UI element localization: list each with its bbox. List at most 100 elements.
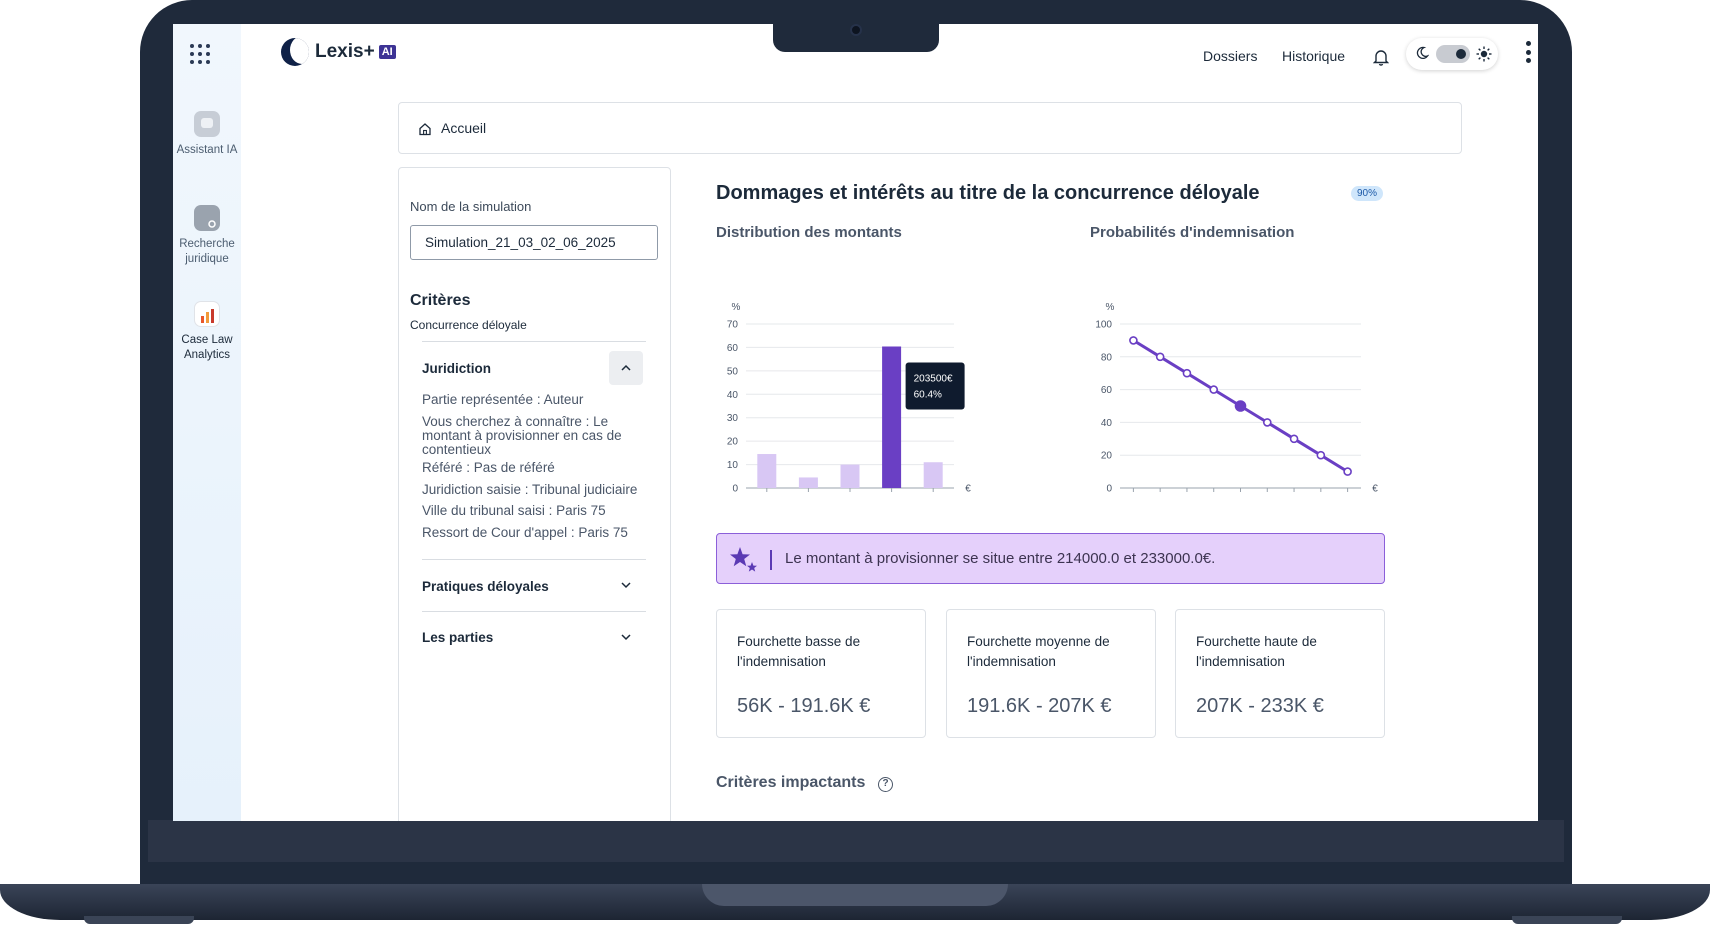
data-point <box>1182 368 1192 378</box>
impact-criteria-title: Critères impactants <box>716 774 866 791</box>
accordion-juridiction-title[interactable]: Juridiction <box>422 361 492 376</box>
breadcrumb-home[interactable]: Accueil <box>441 120 487 136</box>
x-tick-label: 258 000 <box>911 495 940 496</box>
sidebar-item-assistant[interactable]: Assistant IA <box>173 111 241 158</box>
criterion-juridiction: Juridiction saisie : Tribunal judiciaire <box>422 482 638 497</box>
x-tick-label: 180 000 <box>1165 495 1194 496</box>
chevron-up-icon <box>621 364 631 371</box>
logo-text: Lexis+ <box>315 41 375 62</box>
confidence-badge: 90% <box>1351 186 1384 201</box>
y-tick-label: 20 <box>727 437 739 448</box>
criteria-subtitle: Concurrence déloyale <box>410 318 527 332</box>
bar <box>757 454 777 488</box>
x-tick-label: 154 000 <box>1138 495 1167 496</box>
chat-icon <box>194 111 220 137</box>
x-tick-label: 39 000 <box>748 495 774 496</box>
x-tick-label: 203 500 <box>869 495 898 496</box>
bar <box>923 462 943 488</box>
y-tick-label: 40 <box>1101 418 1113 429</box>
theme-toggle[interactable] <box>1436 45 1470 63</box>
sidebar-item-case-law[interactable]: Case Law Analytics <box>173 301 241 363</box>
tooltip-percent: 60.4% <box>914 389 942 400</box>
range-card-value: 56K - 191.6K € <box>737 695 871 717</box>
bell-icon[interactable] <box>1373 48 1389 66</box>
distribution-chart: 0 10 20 30 40 50 60 70% €39 000 93 500 148 500 203 … <box>727 302 971 496</box>
simulation-name-input[interactable] <box>410 225 658 260</box>
simulation-name-label: Nom de la simulation <box>410 199 532 214</box>
help-icon[interactable]: ? <box>878 777 893 792</box>
x-tick-label: 207 000 <box>1245 495 1274 496</box>
x-axis-label: € <box>1372 484 1378 495</box>
accordion-juridiction-toggle[interactable] <box>609 351 643 385</box>
y-tick-label: 60 <box>727 343 739 354</box>
sidebar-item-recherche[interactable]: Recherche juridique <box>173 205 241 267</box>
screen: Assistant IA Recherche juridique Case La… <box>173 24 1538 821</box>
y-tick-label: 100 <box>1095 320 1112 331</box>
laptop-foot-left <box>84 916 194 924</box>
range-card-low: Fourchette basse de l'indemnisation 56K … <box>716 609 926 738</box>
range-card-medium: Fourchette moyenne de l'indemnisation 19… <box>946 609 1156 738</box>
y-tick-label: 70 <box>727 320 739 331</box>
data-point <box>1155 352 1165 362</box>
data-point <box>1129 336 1138 345</box>
bar <box>840 464 860 488</box>
sidebar-item-label: Recherche juridique <box>179 238 235 265</box>
stars-icon <box>730 547 757 572</box>
theme-switcher[interactable] <box>1406 38 1498 70</box>
sidebar-item-label: Assistant IA <box>176 144 238 156</box>
bar <box>882 346 902 488</box>
probability-chart: 0 20 40 60 80 100% €56 000154 000180 000191 60… <box>1095 302 1378 496</box>
tooltip-box <box>905 362 965 410</box>
range-card-label: Fourchette basse de l'indemnisation <box>737 634 861 669</box>
y-tick-label: 0 <box>1106 484 1112 495</box>
y-axis-label: % <box>1106 302 1115 313</box>
apps-grid-icon[interactable] <box>190 44 210 64</box>
criterion-refere: Référé : Pas de référé <box>422 460 555 475</box>
page-title: Dommages et intérêts au titre de la conc… <box>716 182 1260 204</box>
criterion-objectif: Vous cherchez à connaître : Le montant à… <box>422 414 622 457</box>
header-link-historique[interactable]: Historique <box>1282 48 1346 64</box>
app-logo[interactable]: Lexis+ AI <box>281 38 396 66</box>
y-axis-label: % <box>732 302 741 313</box>
x-tick-label: 56 000 <box>1114 495 1140 496</box>
x-tick-label: 191 600 <box>1191 495 1220 496</box>
data-point <box>1343 467 1352 476</box>
logo-ai-badge: AI <box>378 45 396 59</box>
y-tick-label: 40 <box>727 390 739 401</box>
chart2-title: Probabilités d'indemnisation <box>1090 224 1295 241</box>
range-card-label: Fourchette moyenne de l'indemnisation <box>967 634 1110 669</box>
chevron-down-icon[interactable] <box>621 633 631 641</box>
divider <box>422 611 646 612</box>
chart1-title: Distribution des montants <box>716 224 902 241</box>
range-card-high: Fourchette haute de l'indemnisation 207K… <box>1175 609 1385 738</box>
header-link-dossiers[interactable]: Dossiers <box>1203 48 1258 64</box>
criterion-partie: Partie représentée : Auteur <box>422 392 584 407</box>
data-point <box>1289 434 1299 444</box>
banner-divider <box>770 550 772 570</box>
range-card-value: 207K - 233K € <box>1196 695 1324 717</box>
laptop-bezel <box>148 820 1564 862</box>
range-card-value: 191.6K - 207K € <box>967 695 1112 717</box>
laptop-foot-right <box>1512 916 1622 924</box>
provision-banner: Le montant à provisionner se situe entre… <box>716 533 1385 584</box>
y-tick-label: 20 <box>1101 451 1113 462</box>
breadcrumb: Accueil <box>398 102 1462 154</box>
y-tick-label: 50 <box>727 366 739 377</box>
home-icon[interactable] <box>418 122 432 136</box>
tooltip-amount: 203500€ <box>914 373 953 384</box>
bar <box>798 477 818 488</box>
x-tick-label: 93 500 <box>789 495 815 496</box>
more-menu-icon[interactable] <box>1525 41 1531 63</box>
accordion-parties-title[interactable]: Les parties <box>422 630 494 645</box>
chevron-down-icon[interactable] <box>621 581 631 589</box>
x-tick-label: 214 000 <box>1272 495 1301 496</box>
criteria-title: Critères <box>410 292 471 309</box>
x-tick-label: 220 000 <box>1299 495 1328 496</box>
x-tick-label: 148 500 <box>828 495 857 496</box>
divider <box>422 559 646 560</box>
criterion-ville: Ville du tribunal saisi : Paris 75 <box>422 503 606 518</box>
accordion-pratiques-title[interactable]: Pratiques déloyales <box>422 579 549 594</box>
sidebar: Assistant IA Recherche juridique Case La… <box>173 24 241 821</box>
y-tick-label: 10 <box>727 460 739 471</box>
